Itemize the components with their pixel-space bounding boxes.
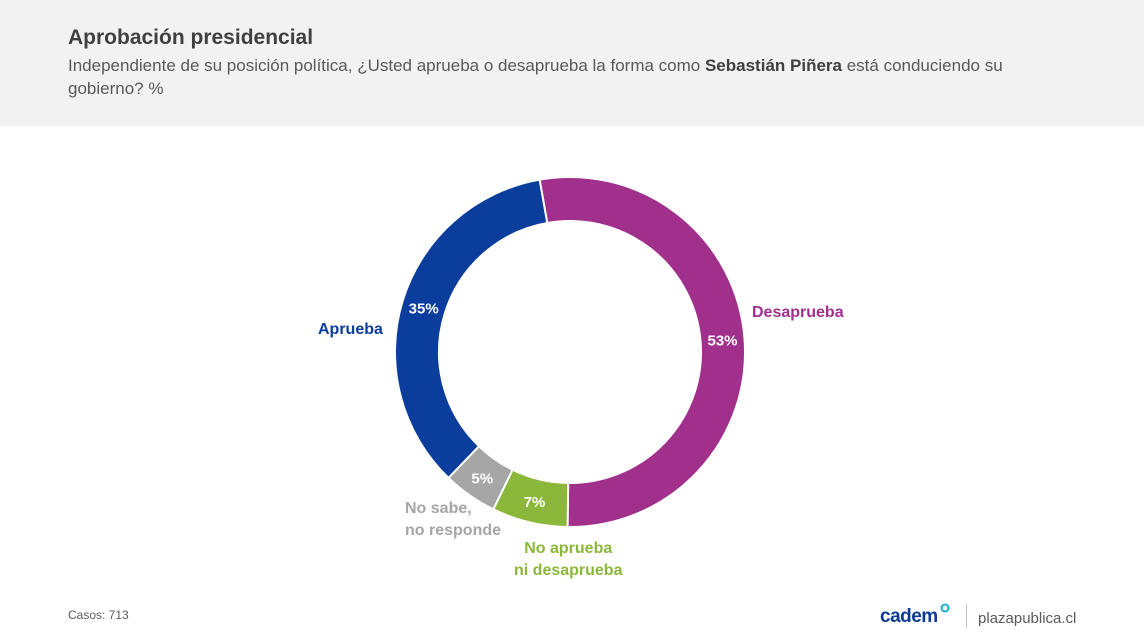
slice-category-label-1: Desaprueba: [752, 304, 844, 321]
slice-value-label-4: 35%: [409, 300, 439, 317]
site-link[interactable]: plazapublica.cl: [978, 610, 1077, 627]
slice-value-label-1: 53%: [707, 333, 737, 350]
cadem-logo: cadem: [880, 606, 938, 627]
question-text-end: está conduciendo su gobierno? %: [68, 56, 1003, 98]
page-title: Aprobación presidencial: [68, 26, 314, 49]
donut-slice-1: [538, 176, 746, 528]
slice-value-label-3: 5%: [471, 470, 493, 487]
cadem-logo-ring-icon: [940, 603, 950, 613]
footer-divider: [966, 604, 967, 628]
slice-category-label-4: Aprueba: [318, 321, 383, 338]
slice-value-label-2: 7%: [524, 494, 546, 511]
donut-slice-4: [394, 178, 549, 480]
cases-count: Casos: 713: [68, 608, 129, 622]
question-highlight: Sebastián Piñera: [704, 56, 842, 75]
question-text-start: Independiente de su posición política, ¿…: [68, 56, 705, 75]
survey-question: Independiente de su posición política, ¿…: [68, 54, 1058, 100]
header-band: Aprobación presidencial Independiente de…: [0, 0, 1144, 126]
slice-category-label-2: No aprueba ni desaprueba: [514, 540, 623, 579]
slice-category-label-3: No sabe, no responde: [405, 500, 502, 539]
